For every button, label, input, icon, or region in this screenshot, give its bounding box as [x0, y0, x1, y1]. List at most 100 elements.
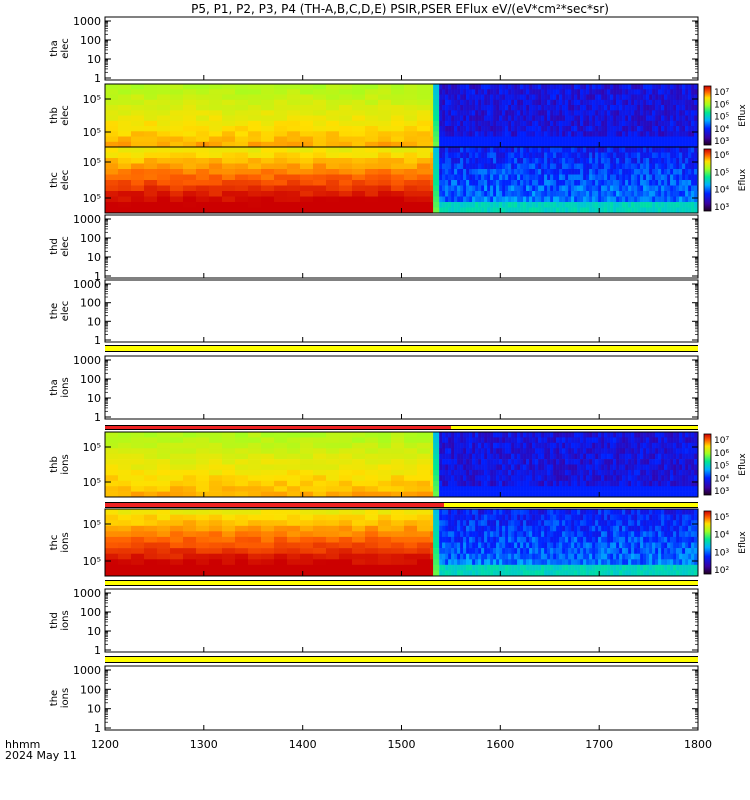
heat-cell [481, 105, 485, 111]
heat-cell [287, 131, 301, 137]
heat-cell [157, 453, 171, 460]
heat-cell [300, 152, 314, 159]
heat-cell [287, 180, 301, 186]
heat-cell [105, 185, 119, 192]
heat-cell [463, 191, 467, 197]
heat-cell [604, 141, 608, 148]
heat-cell [365, 131, 379, 137]
heat-cell [417, 469, 431, 476]
heat-cell [694, 432, 698, 438]
heat-cell [352, 480, 366, 487]
heat-cell [529, 185, 533, 192]
heat-cell [248, 553, 262, 560]
heat-cell [505, 115, 509, 121]
heat-cell [583, 185, 587, 192]
heat-cell [472, 141, 476, 148]
heat-cell [565, 105, 569, 111]
heat-cell [547, 105, 551, 111]
heat-cell [589, 442, 593, 449]
heat-cell [520, 136, 524, 142]
heat-cell [589, 158, 593, 164]
heat-cell [598, 442, 602, 449]
heat-cell [628, 110, 632, 116]
heat-cell [433, 174, 440, 181]
heat-cell [532, 432, 536, 438]
heat-cell [493, 548, 497, 554]
heat-cell [404, 94, 418, 100]
heat-cell [502, 469, 506, 476]
heat-cell [532, 141, 536, 148]
heat-cell [565, 196, 569, 203]
heat-cell [478, 147, 482, 153]
heat-cell [631, 480, 635, 487]
heat-cell [589, 131, 593, 137]
heat-cell [583, 480, 587, 487]
heat-cell [457, 491, 461, 498]
heat-cell [541, 469, 545, 476]
heat-cell [526, 480, 530, 487]
heat-cell [514, 464, 518, 471]
heat-cell [565, 432, 569, 438]
heat-cell [261, 531, 275, 538]
heat-cell [466, 105, 470, 111]
heat-cell [339, 437, 353, 444]
heat-cell [339, 480, 353, 487]
heat-cell [499, 191, 503, 197]
heat-cell [487, 105, 491, 111]
heat-cell [496, 196, 500, 203]
heat-cell [568, 99, 572, 106]
heat-cell [502, 126, 506, 132]
heat-cell [535, 480, 539, 487]
heat-cell [607, 141, 611, 148]
heat-cell [601, 110, 605, 116]
heat-cell [565, 442, 569, 449]
heat-cell [300, 207, 314, 214]
heat-cell [196, 110, 210, 116]
heat-cell [157, 437, 171, 444]
heat-cell [460, 509, 464, 515]
heat-cell [484, 520, 488, 527]
heat-cell [183, 202, 197, 208]
heat-cell [628, 105, 632, 111]
heat-cell [326, 448, 340, 454]
heat-cell [631, 491, 635, 498]
heat-cell [655, 126, 659, 132]
heat-cell [118, 475, 132, 481]
heat-cell [183, 105, 197, 111]
heat-cell [287, 126, 301, 132]
heat-cell [287, 120, 301, 127]
heat-cell [209, 207, 223, 214]
heat-cell [454, 437, 458, 444]
heat-cell [673, 459, 677, 465]
heat-cell [601, 158, 605, 164]
heat-cell [634, 453, 638, 460]
heat-cell [496, 136, 500, 142]
heat-cell [562, 464, 566, 471]
heat-cell [673, 180, 677, 186]
heat-cell [157, 448, 171, 454]
heat-cell [496, 163, 500, 170]
heat-cell [622, 94, 626, 100]
heat-cell [529, 202, 533, 208]
heat-cell [472, 207, 476, 214]
heat-cell [442, 536, 446, 543]
heat-cell [685, 191, 689, 197]
heat-cell [571, 196, 575, 203]
heat-cell [505, 448, 509, 454]
heat-cell [472, 185, 476, 192]
heat-cell [670, 486, 674, 492]
heat-cell [261, 464, 275, 471]
heat-cell [538, 464, 542, 471]
heat-cell [676, 120, 680, 127]
heat-cell [170, 491, 184, 498]
heat-cell [339, 94, 353, 100]
heat-cell [571, 459, 575, 465]
heat-cell [487, 469, 491, 476]
heat-cell [580, 442, 584, 449]
heat-cell [583, 448, 587, 454]
heat-cell [550, 207, 554, 214]
heat-cell [499, 163, 503, 170]
heat-cell [523, 141, 527, 148]
heat-cell [637, 486, 641, 492]
heat-cell [652, 459, 656, 465]
